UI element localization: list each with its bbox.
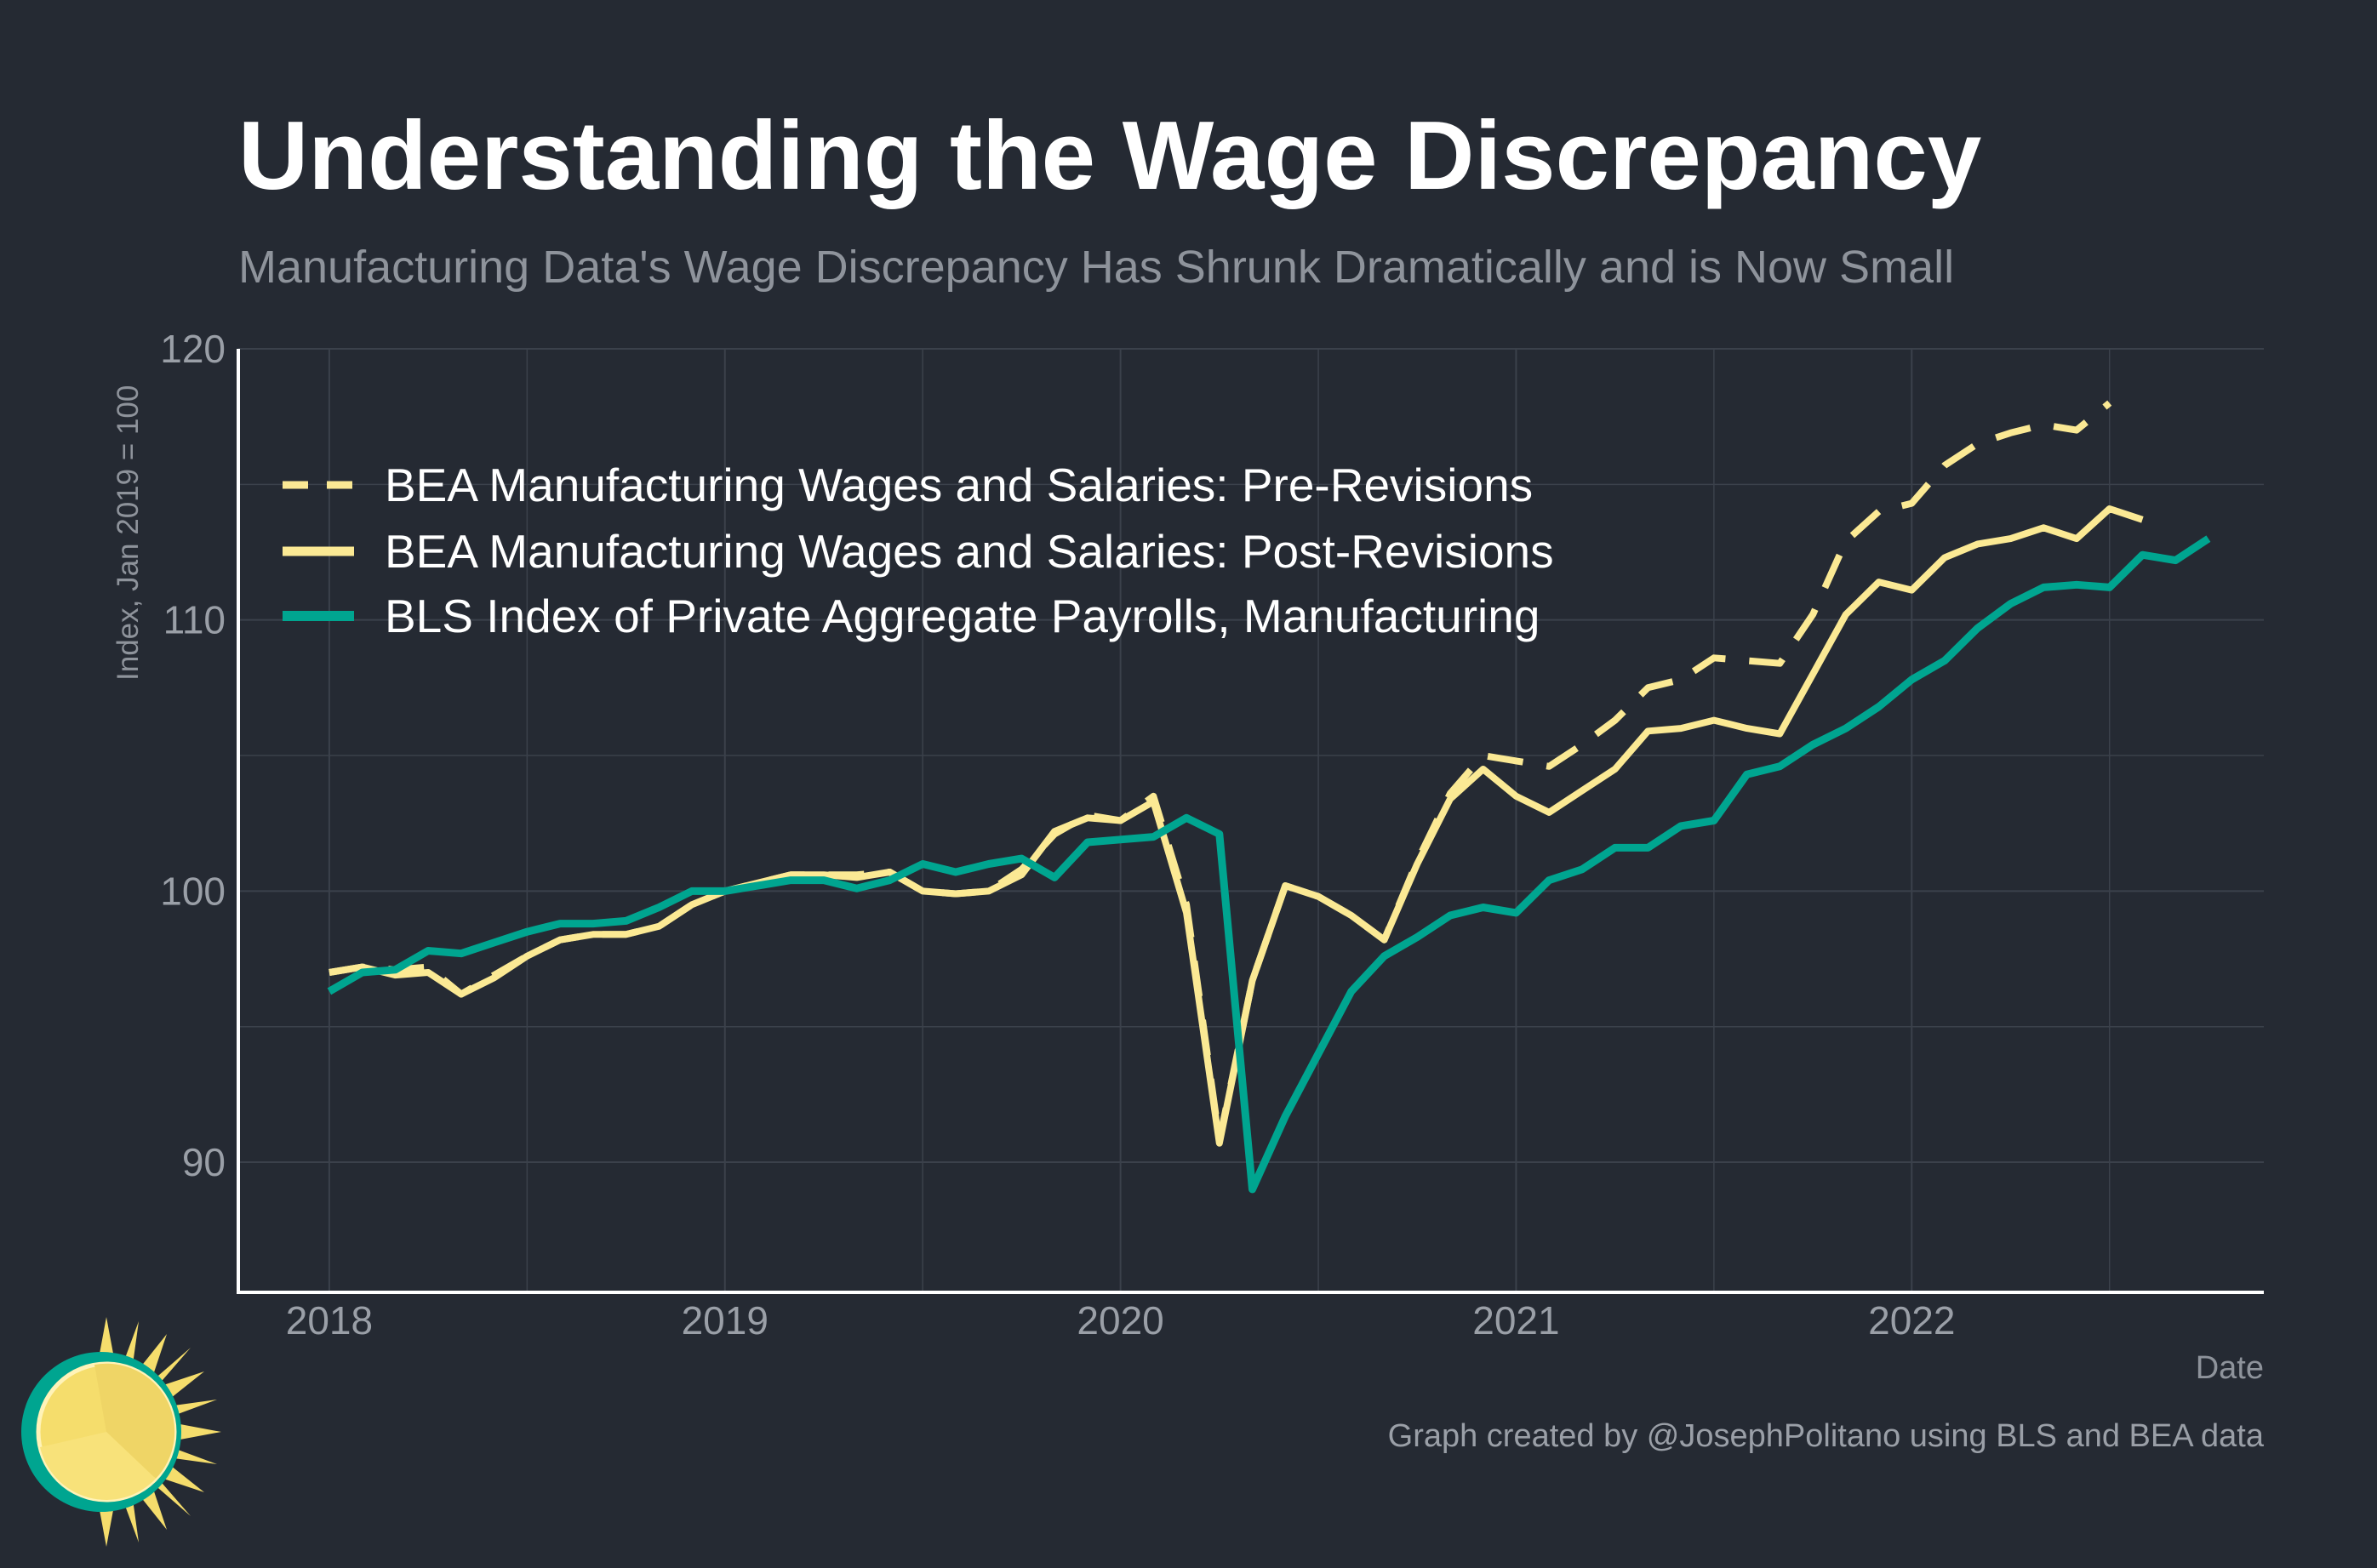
- x-tick-label: 2021: [1472, 1298, 1559, 1343]
- chart-title: Understanding the Wage Discrepancy: [238, 102, 1981, 210]
- axes: [237, 349, 2264, 1294]
- x-tick-label: 2018: [286, 1298, 373, 1343]
- y-tick-label: 110: [163, 598, 226, 642]
- legend: BEA Manufacturing Wages and Salaries: Pr…: [283, 459, 1554, 642]
- y-tick-label: 100: [160, 869, 226, 913]
- x-tick-label: 2020: [1077, 1298, 1163, 1343]
- chart-caption: Graph created by @JosephPolitano using B…: [1388, 1418, 2265, 1454]
- legend-label-bls: BLS Index of Private Aggregate Payrolls,…: [385, 590, 1540, 642]
- y-tick-labels: 90 100 110 120: [160, 327, 226, 1184]
- series-line-bls: [327, 535, 2211, 1194]
- sun-logo-icon: [21, 1317, 221, 1547]
- x-axis-label: Date: [2196, 1350, 2264, 1386]
- y-tick-label: 90: [182, 1140, 226, 1184]
- data-lines: [327, 400, 2211, 1194]
- chart-subtitle: Manufacturing Data's Wage Discrepancy Ha…: [238, 242, 1954, 293]
- x-tick-label: 2022: [1868, 1298, 1955, 1343]
- legend-label-post-revisions: BEA Manufacturing Wages and Salaries: Po…: [385, 525, 1554, 578]
- y-axis-label: Index, Jan 2019 = 100: [111, 385, 145, 681]
- legend-label-pre-revisions: BEA Manufacturing Wages and Salaries: Pr…: [385, 459, 1533, 511]
- y-tick-label: 120: [160, 327, 226, 371]
- x-tick-labels: 2018 2019 2020 2021 2022: [286, 1298, 1956, 1343]
- series-line-post-revisions: [329, 505, 2144, 1147]
- x-tick-label: 2019: [682, 1298, 769, 1343]
